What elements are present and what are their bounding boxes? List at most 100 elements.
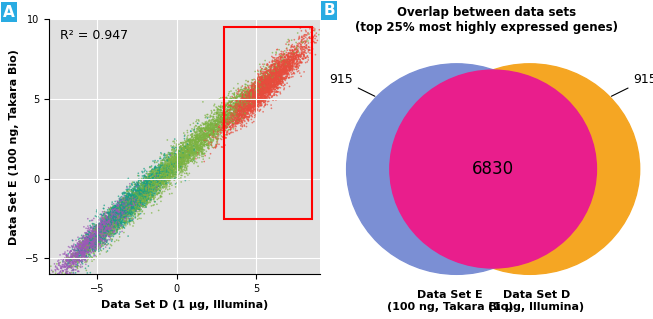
Point [125,219,135,224]
Point [185,149,196,154]
Point [212,129,223,134]
Point [135,188,145,193]
Point [102,222,112,227]
Point [249,93,259,98]
Point [231,121,241,126]
Point [116,204,126,209]
Point [256,88,266,93]
Point [133,205,144,210]
Point [104,219,114,224]
Point [251,78,262,83]
Point [247,100,257,105]
Point [259,88,270,93]
Point [110,212,120,217]
Point [135,195,146,200]
Point [65,265,75,270]
Point [271,74,281,79]
Point [119,210,130,215]
Point [276,60,286,65]
Point [150,178,160,183]
Point [102,231,112,236]
Point [131,203,142,208]
Point [179,140,189,145]
Point [211,125,221,130]
Point [57,270,68,275]
Point [89,227,100,232]
Point [174,160,184,165]
Point [129,180,139,185]
Point [267,72,278,78]
Point [197,144,207,149]
Point [182,154,193,160]
Point [273,58,283,63]
Point [120,214,131,219]
Point [265,85,276,90]
Point [182,139,193,144]
Point [74,239,84,244]
Point [240,113,250,118]
Point [153,169,164,174]
Point [183,145,193,150]
Point [257,83,267,88]
Point [96,225,106,230]
Point [237,108,247,113]
Point [247,95,257,100]
Point [180,132,190,137]
Point [194,146,204,151]
Point [123,210,133,215]
Point [129,201,139,206]
Point [98,220,108,225]
Point [191,144,201,149]
Point [203,146,214,151]
Point [223,117,233,122]
Point [122,188,133,193]
Point [236,107,246,112]
Point [272,69,282,74]
Point [144,187,155,192]
Point [283,63,293,68]
Point [97,236,108,241]
Point [182,150,193,155]
Point [102,229,112,234]
Point [293,42,304,48]
Point [224,111,234,116]
Point [114,212,125,217]
Point [263,75,273,80]
Point [221,112,231,117]
Point [143,175,153,180]
Point [81,241,91,246]
Point [100,234,110,240]
Point [86,254,96,259]
Point [129,198,140,203]
Point [246,103,256,108]
Point [124,193,135,198]
Point [227,117,238,122]
Point [198,137,208,142]
Point [103,225,114,230]
Point [93,239,104,244]
Point [68,250,78,255]
Point [115,211,125,216]
Point [101,216,111,221]
Point [136,185,146,190]
Point [302,54,312,59]
Point [176,161,187,166]
Point [114,204,125,210]
Point [280,71,291,76]
Point [257,86,268,92]
Point [107,207,118,212]
Point [179,147,189,152]
Point [217,122,227,128]
Point [260,77,270,82]
Point [272,69,283,74]
Point [263,88,274,93]
Point [285,59,296,64]
Point [212,139,223,145]
Point [279,55,290,60]
Point [156,178,167,183]
Point [242,96,253,101]
Point [125,200,136,205]
Point [210,134,221,139]
Point [147,178,157,183]
Point [105,213,116,219]
